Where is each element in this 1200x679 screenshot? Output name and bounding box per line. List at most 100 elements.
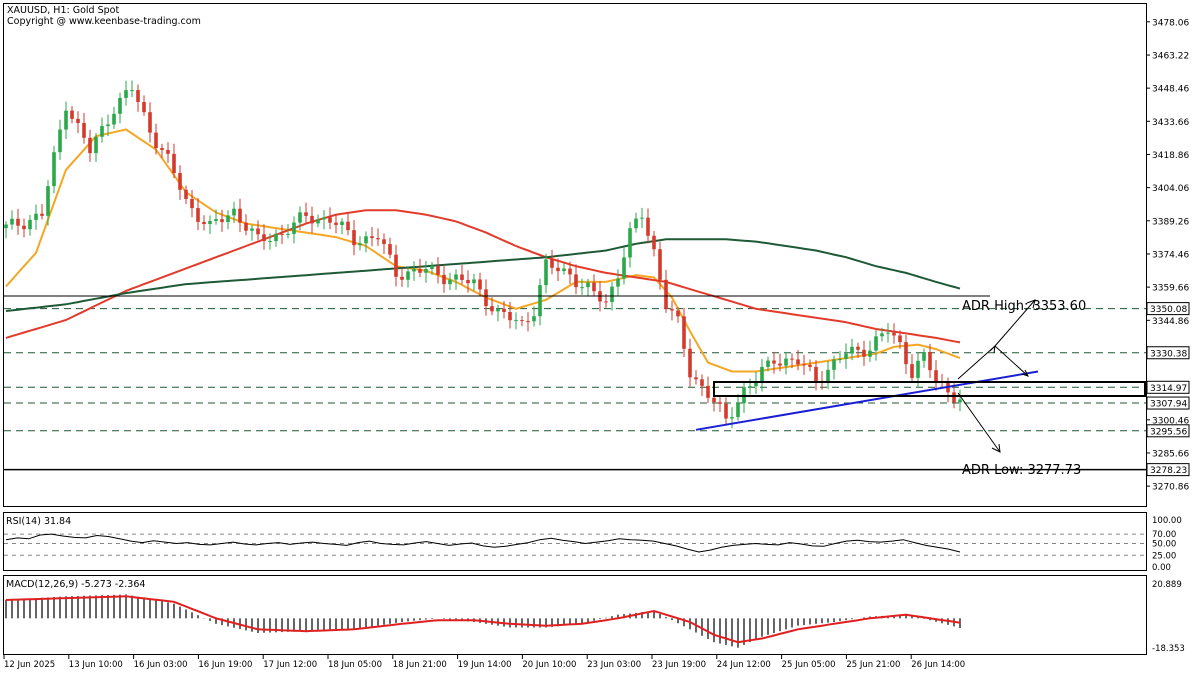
candle-body (454, 274, 458, 280)
time-tick-label: 18 Jun 21:00 (393, 660, 447, 670)
price-tick-label: 3478.06 (1152, 18, 1189, 28)
candle-body (898, 335, 902, 343)
candle-body (322, 217, 326, 220)
candle-body (400, 276, 404, 280)
candle-body (952, 392, 956, 403)
support-zone-box[interactable] (713, 381, 1146, 397)
candle-body (328, 217, 332, 223)
candle-body (874, 336, 878, 351)
candle-body (70, 110, 74, 119)
macd-pane-frame (3, 575, 1147, 655)
candle-body (148, 112, 152, 133)
time-tick-label: 26 Jun 14:00 (911, 660, 965, 670)
main-pane-frame (3, 3, 1147, 507)
candle-body (286, 233, 290, 235)
candle-body (934, 370, 938, 382)
candle-body (628, 228, 632, 258)
candle-body (610, 286, 614, 302)
candle-body (760, 366, 764, 382)
candle-body (106, 124, 110, 127)
candle-body (928, 352, 932, 371)
candle-body (208, 220, 212, 225)
candle-body (670, 309, 674, 311)
price-tick-label: 3270.86 (1152, 483, 1189, 493)
candle-body (382, 239, 386, 245)
candle-body (142, 101, 146, 113)
candle-body (190, 198, 194, 209)
candle-body (796, 359, 800, 365)
candle-body (580, 287, 584, 289)
candle-body (304, 212, 308, 216)
candle-body (250, 228, 254, 231)
rsi-tick-label: 0.00 (1152, 563, 1171, 573)
time-tick-label: 20 Jun 10:00 (522, 660, 576, 670)
candle-body (790, 358, 794, 360)
candle-body (196, 208, 200, 222)
price-level-tags: 3350.08 3330.38 3314.97 3307.94 3295.56 3278.… (1146, 302, 1190, 477)
candle-body (856, 346, 860, 350)
candle-body (892, 332, 896, 336)
rsi-tick-label: 100.00 (1152, 516, 1182, 526)
candle-body (634, 218, 638, 229)
candle-body (502, 308, 506, 312)
macd-signal-line (5, 595, 961, 644)
candle-body (652, 235, 656, 250)
time-tick-label: 16 Jun 03:00 (134, 660, 188, 670)
candle-body (574, 274, 578, 288)
time-tick-label: 25 Jun 21:00 (846, 660, 900, 670)
candle-body (712, 397, 716, 403)
price-tick-label: 3463.22 (1152, 52, 1189, 62)
candle-body (658, 249, 662, 280)
candle-body (220, 219, 224, 223)
adr-high-label: ADR High: 3353.60 (962, 299, 1086, 314)
candle-body (394, 254, 398, 277)
price-tick-label: 3300.46 (1152, 416, 1189, 426)
macd-label: MACD(12,26,9) -5.273 -2.364 (6, 579, 145, 590)
candle-body (166, 149, 170, 154)
candle-body (316, 219, 320, 224)
moving-averages (5, 128, 961, 373)
candle-body (814, 366, 818, 381)
candle-body (496, 308, 500, 312)
time-tick-label: 19 Jun 14:00 (458, 660, 512, 670)
candle-body (388, 244, 392, 255)
rsi-pane-frame (3, 512, 1147, 571)
sma-200-line (5, 238, 961, 312)
candle-body (772, 360, 776, 364)
candle-body (412, 268, 416, 272)
candle-body (472, 279, 476, 284)
candle-body (58, 129, 62, 153)
candle-body (532, 316, 536, 322)
rising-trendline[interactable] (695, 370, 1039, 431)
candle-body (562, 268, 566, 272)
time-tick-label: 23 Jun 03:00 (587, 660, 641, 670)
candle-body (310, 215, 314, 224)
candle-body (274, 233, 278, 242)
candle-body (202, 221, 206, 225)
candle-body (118, 97, 122, 114)
candle-body (958, 399, 962, 403)
rsi-tick-label: 70.00 (1152, 530, 1176, 540)
candle-body (34, 213, 38, 220)
candle-body (154, 132, 158, 149)
candle-body (586, 282, 590, 288)
candle-body (850, 346, 854, 354)
candle-body (592, 282, 596, 292)
candle-body (640, 217, 644, 219)
candle-body (700, 379, 704, 386)
candle-body (568, 268, 572, 275)
candle-body (244, 222, 248, 231)
candle-body (484, 289, 488, 307)
price-tick-label: 3374.46 (1152, 250, 1189, 260)
candle-body (82, 123, 86, 138)
candle-body (358, 243, 362, 246)
candle-body (514, 320, 518, 322)
candle-body (748, 386, 752, 388)
candle-body (334, 222, 338, 225)
candle-body (538, 285, 542, 317)
candle-body (490, 306, 494, 312)
candle-body (730, 417, 734, 419)
time-axis: 12 Jun 2025 13 Jun 10:00 16 Jun 03:00 16 Ju… (3, 655, 965, 670)
